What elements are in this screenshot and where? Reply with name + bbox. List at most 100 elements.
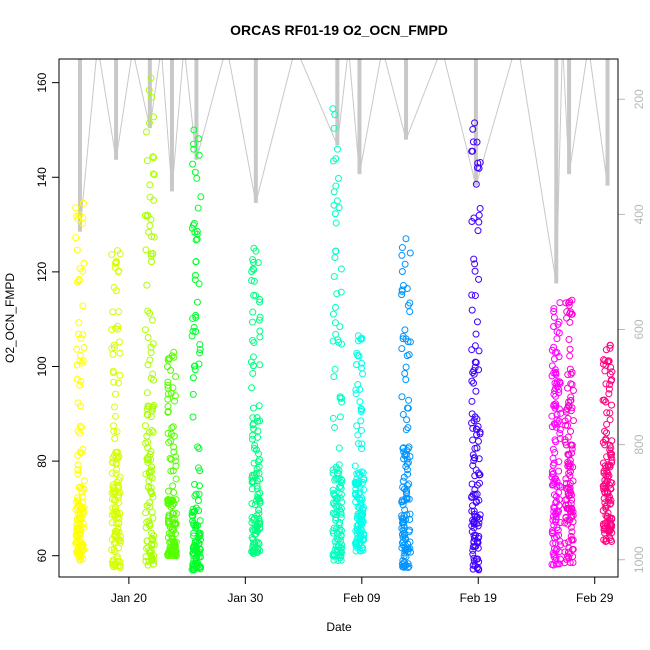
data-point (194, 540, 202, 548)
data-point (146, 193, 154, 201)
data-point (338, 394, 346, 402)
data-point (606, 416, 614, 424)
data-point (562, 479, 570, 487)
data-point (191, 539, 199, 547)
data-point (604, 357, 612, 365)
data-point (561, 436, 569, 444)
data-point (603, 477, 611, 485)
data-point (551, 404, 559, 412)
data-point (145, 428, 153, 436)
data-point (191, 271, 199, 279)
data-point (400, 530, 408, 538)
data-point (116, 473, 124, 481)
data-point (112, 412, 120, 420)
data-point (192, 327, 200, 335)
data-point (607, 453, 615, 461)
data-point (353, 361, 361, 369)
data-point (249, 353, 257, 361)
data-point (250, 266, 258, 274)
data-point (189, 160, 197, 168)
data-point (567, 523, 575, 531)
data-point (145, 228, 153, 236)
data-point (561, 559, 569, 567)
data-point (250, 339, 258, 347)
data-point (402, 553, 410, 561)
x-tick-label: Feb 19 (460, 591, 498, 605)
data-point (608, 401, 616, 409)
data-point (565, 335, 573, 343)
data-point (254, 417, 262, 425)
data-point (331, 365, 339, 373)
data-point (254, 545, 262, 553)
data-point (251, 501, 259, 509)
data-point (72, 234, 80, 242)
data-point (550, 401, 558, 409)
data-point (116, 509, 124, 517)
data-point (398, 267, 406, 275)
data-point (189, 315, 197, 323)
data-point (550, 491, 558, 499)
data-point (402, 545, 410, 553)
data-point (569, 463, 577, 471)
data-point (330, 489, 338, 497)
data-point (110, 487, 118, 495)
data-point (194, 443, 202, 451)
data-point (337, 551, 345, 559)
data-point (406, 510, 414, 518)
data-point (476, 479, 484, 487)
data-point (255, 402, 263, 410)
data-point (110, 485, 118, 493)
data-point (108, 469, 116, 477)
data-point (601, 357, 609, 365)
data-point (109, 561, 117, 569)
data-point (142, 246, 150, 254)
data-point (114, 555, 122, 563)
data-point (147, 552, 155, 560)
data-point (329, 469, 337, 477)
data-point (196, 349, 204, 357)
data-point (357, 335, 365, 343)
data-point (150, 154, 158, 162)
data-point (146, 472, 154, 480)
data-point (555, 405, 563, 413)
data-point (77, 552, 85, 560)
data-point (567, 407, 575, 415)
data-point (164, 429, 172, 437)
data-point (608, 538, 616, 546)
data-point (472, 555, 480, 563)
data-point (469, 138, 477, 146)
data-point (399, 411, 407, 419)
data-point (555, 378, 563, 386)
data-point (337, 544, 345, 552)
data-point (398, 244, 406, 252)
data-point (332, 502, 340, 510)
data-point (189, 413, 197, 421)
data-point (148, 258, 156, 266)
data-point (189, 374, 197, 382)
data-point (356, 470, 364, 478)
data-point (403, 486, 411, 494)
data-point (336, 393, 344, 401)
data-point (605, 390, 613, 398)
data-point (401, 497, 409, 505)
data-point (398, 345, 406, 353)
data-point (74, 461, 82, 469)
data-point (250, 277, 258, 285)
data-point (76, 351, 84, 359)
data-point (568, 445, 576, 453)
data-point (557, 483, 565, 491)
data-point (472, 358, 480, 366)
data-point (403, 404, 411, 412)
data-point (331, 423, 339, 431)
data-point (192, 490, 200, 498)
data-point (165, 487, 173, 495)
data-point (149, 428, 157, 436)
data-point (164, 384, 172, 392)
data-point (165, 498, 173, 506)
data-point (335, 521, 343, 529)
transit-line (228, 58, 257, 203)
data-point (108, 326, 116, 334)
data-point (355, 352, 363, 360)
data-point (80, 259, 88, 267)
data-point (356, 385, 364, 393)
